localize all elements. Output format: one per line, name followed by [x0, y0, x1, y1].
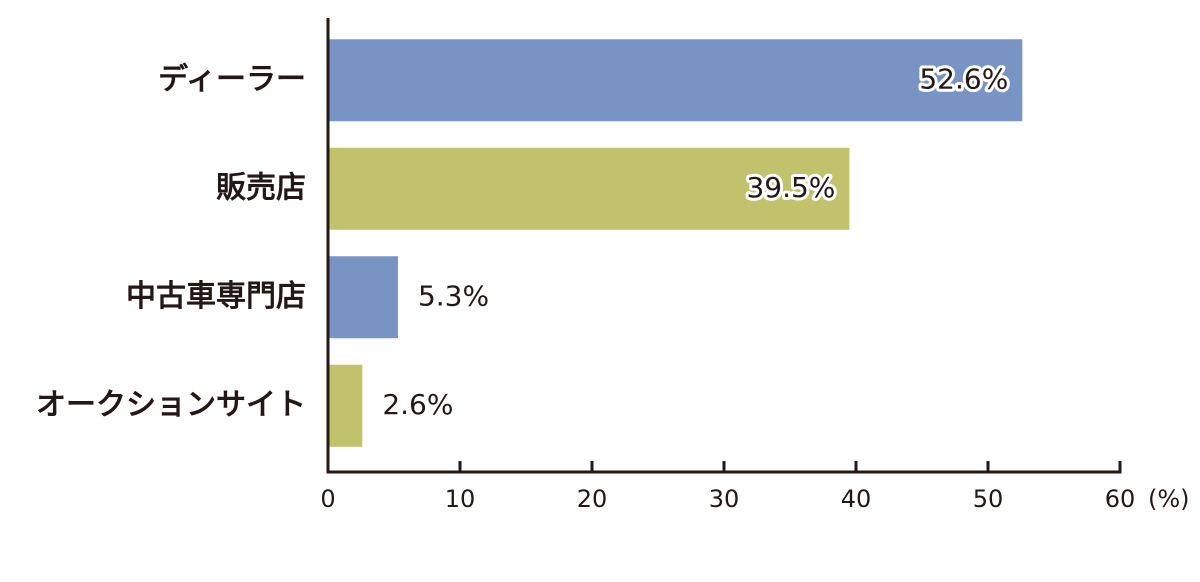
value-label: 39.5% — [746, 171, 835, 204]
bar — [328, 364, 363, 447]
category-label: オークションサイト — [36, 387, 306, 422]
category-label: 販売店 — [216, 170, 306, 205]
x-tick-label: 10 — [445, 485, 476, 513]
x-tick-label: 20 — [577, 485, 608, 513]
x-tick-label: 50 — [973, 485, 1004, 513]
value-label: 5.3% — [418, 279, 489, 312]
x-tick-label: 30 — [709, 485, 740, 513]
x-tick-label: 0 — [320, 485, 335, 513]
category-label: 中古車専門店 — [126, 279, 306, 314]
category-label: ディーラー — [158, 62, 306, 97]
x-axis-unit: (%) — [1148, 485, 1190, 513]
x-tick-label: 40 — [841, 485, 872, 513]
value-label: 2.6% — [382, 388, 453, 421]
value-label: 52.6% — [919, 62, 1008, 95]
bar — [328, 147, 850, 230]
x-tick-label: 60 — [1105, 485, 1136, 513]
bar — [328, 39, 1023, 122]
bar — [328, 256, 398, 339]
